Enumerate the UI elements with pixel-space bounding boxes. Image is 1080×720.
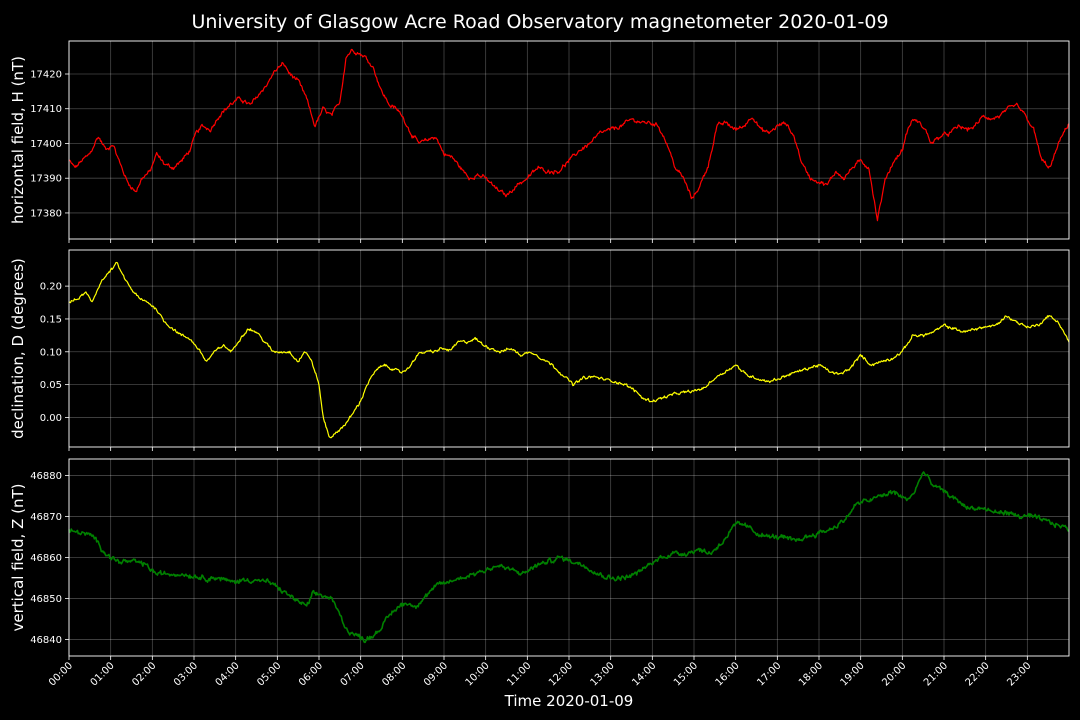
y-tick-label: 0.00: [40, 413, 62, 424]
y-tick-label: 0.15: [40, 314, 62, 325]
series-line: [68, 48, 1070, 222]
y-tick-label: 46850: [30, 594, 62, 605]
y-tick-label: 0.20: [40, 282, 62, 293]
y-tick-label: 46840: [30, 635, 62, 646]
y-axis-label: declination, D (degrees): [9, 258, 27, 439]
y-tick-label: 17400: [30, 139, 62, 150]
chart-title: University of Glasgow Acre Road Observat…: [191, 11, 888, 33]
y-tick-label: 17380: [30, 208, 62, 219]
panel-2: 0.00 0.05 0.10 0.15 0.20 declination, D (degr…: [9, 249, 1070, 451]
panel-frame: [68, 458, 1070, 657]
y-tick-label: 17390: [30, 174, 62, 185]
x-axis-label: Time 2020-01-09: [504, 692, 634, 710]
y-tick-label: 0.05: [40, 380, 62, 391]
y-tick-label: 17420: [30, 70, 62, 81]
y-tick-label: 17410: [30, 104, 62, 115]
panel-frame: [68, 40, 1070, 240]
y-axis-label: horizontal field, H (nT): [9, 56, 27, 224]
y-axis-label: vertical field, Z (nT): [9, 483, 27, 631]
y-tick-label: 0.10: [40, 347, 62, 358]
series-line: [68, 471, 1070, 644]
y-tick-label: 46860: [30, 553, 62, 564]
y-tick-label: 46880: [30, 471, 62, 482]
y-tick-label: 46870: [30, 512, 62, 523]
series-line: [68, 261, 1070, 439]
panel-frame: [68, 249, 1070, 448]
